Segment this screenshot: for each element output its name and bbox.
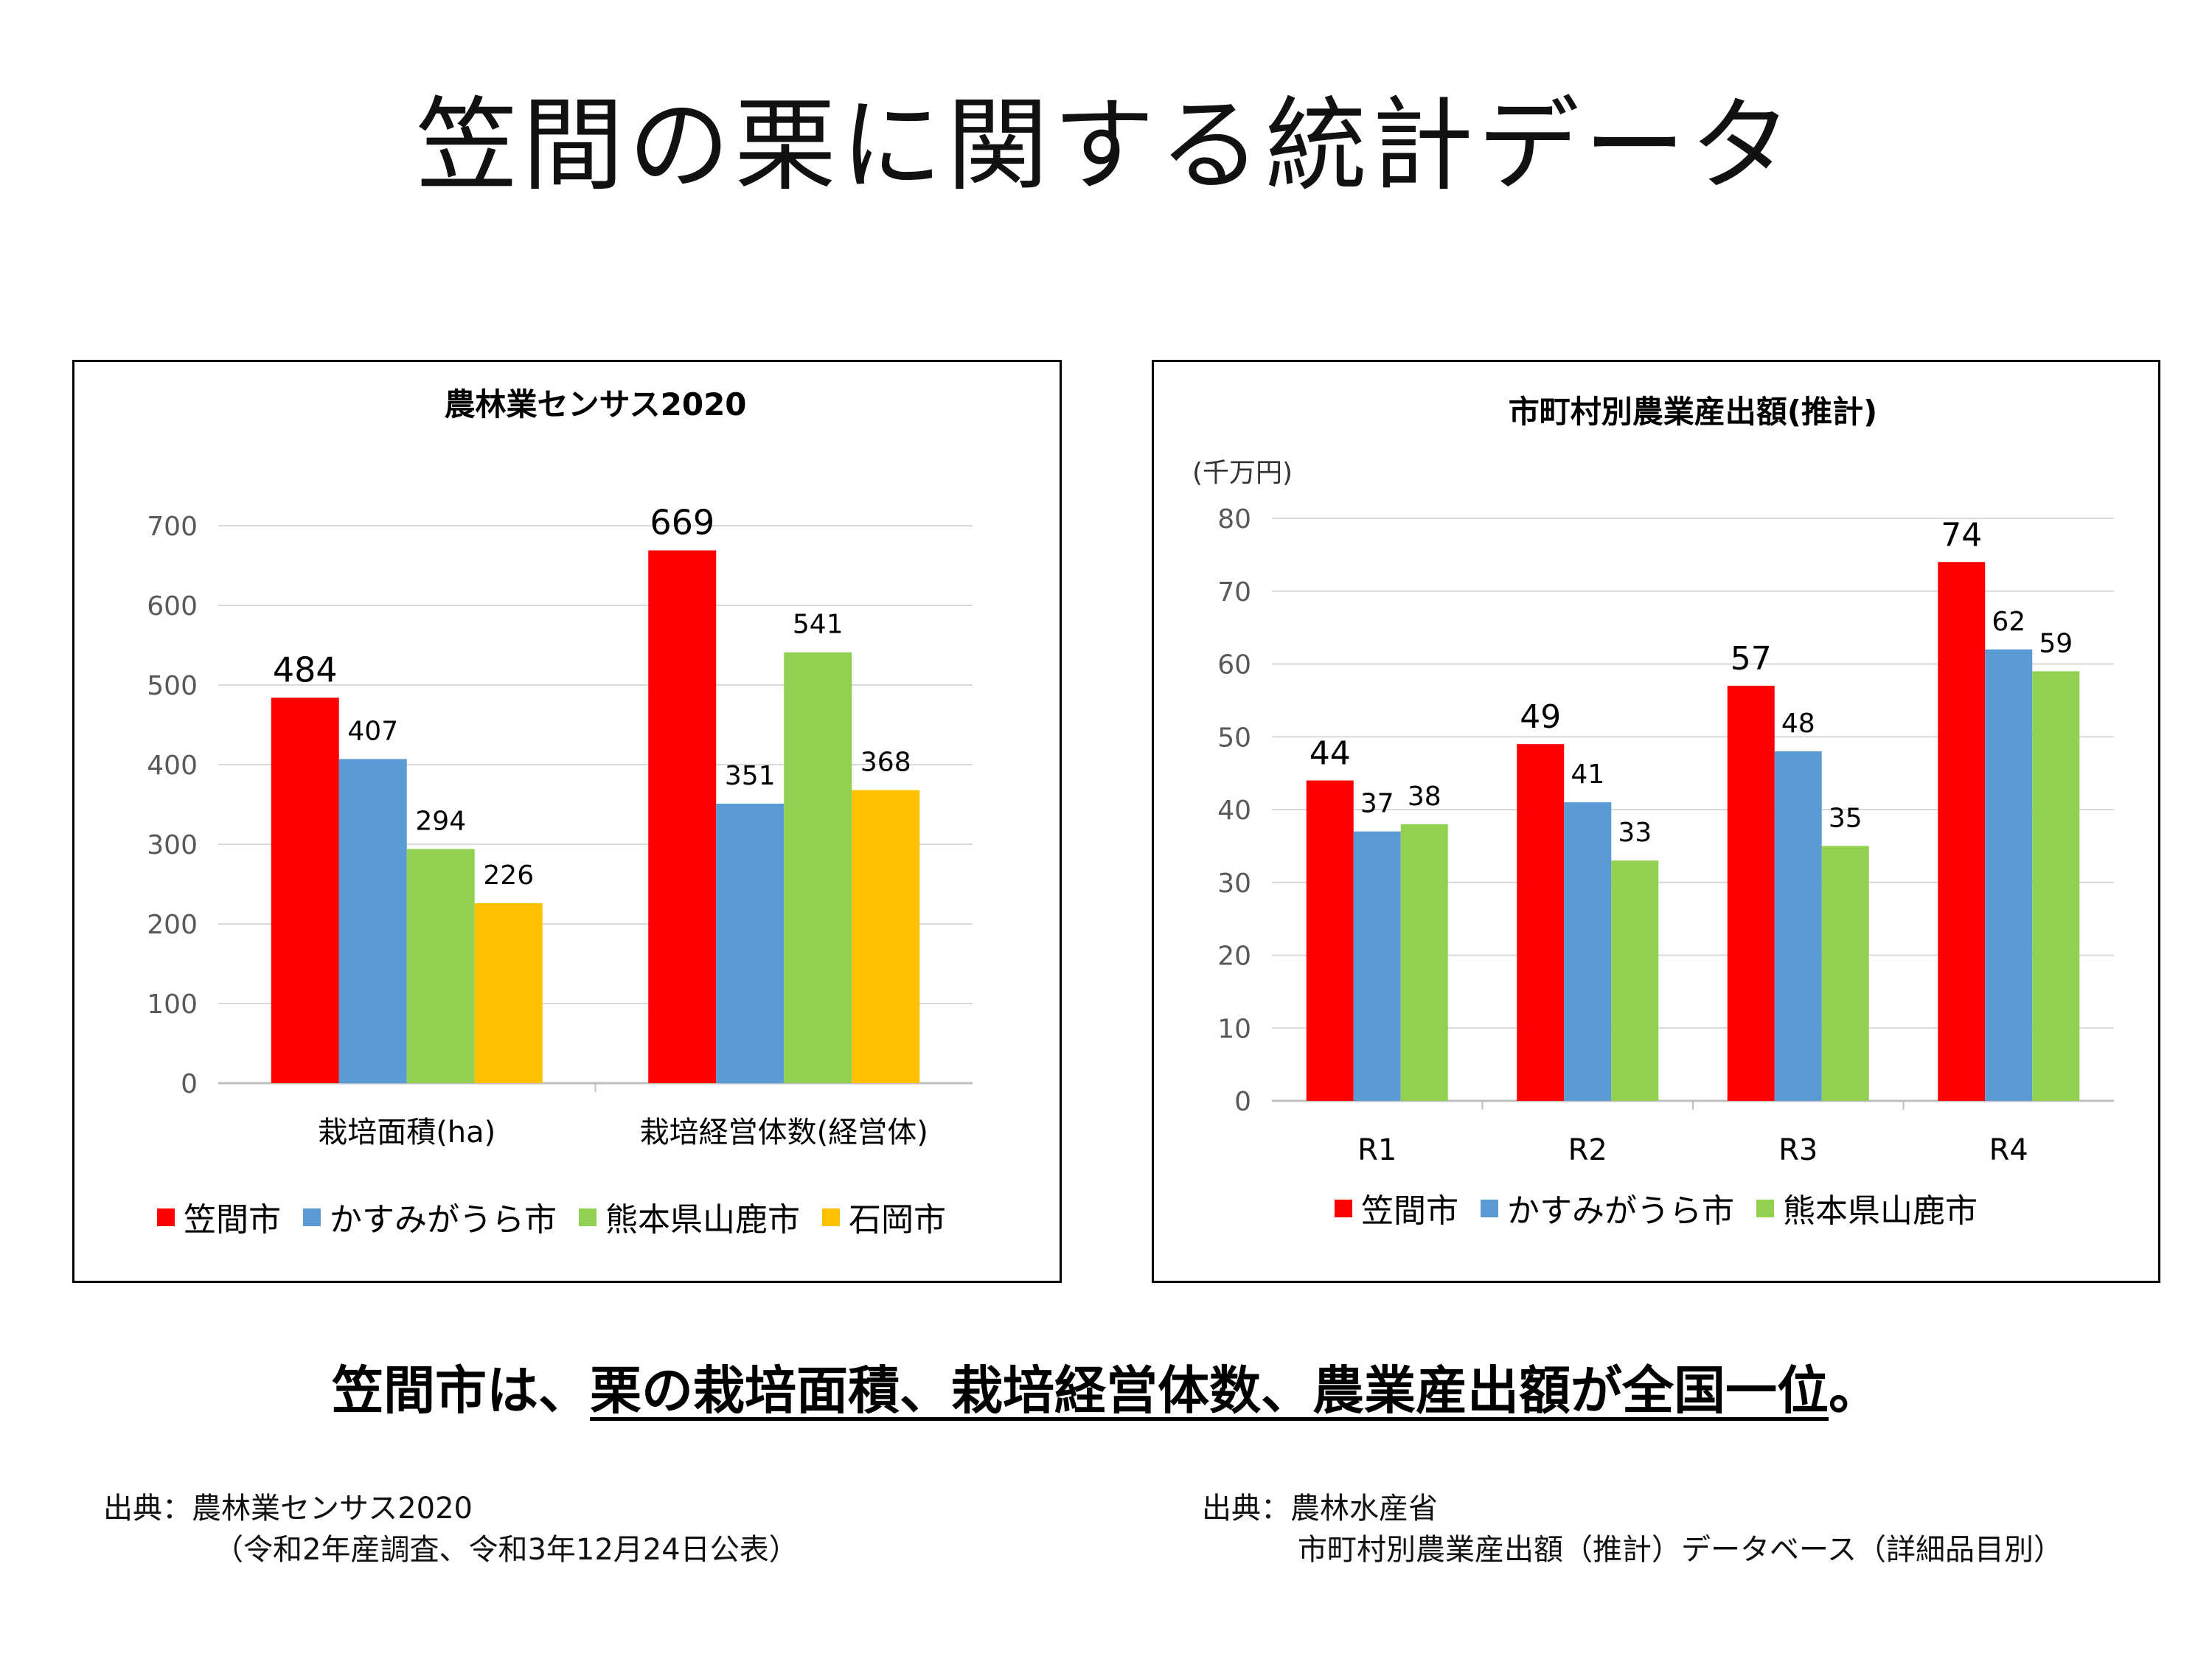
source-census-line2: （令和2年産調査、令和3年12月24日公表） [214,1533,799,1567]
page-title: 笠間の栗に関する統計データ [415,86,1796,205]
census-bar [406,849,475,1083]
output-x-tick-label: R3 [1778,1133,1818,1167]
census-bar [716,803,785,1083]
output-data-label: 37 [1360,789,1394,819]
output-data-label: 59 [2039,628,2073,658]
census-bar [338,759,407,1083]
output-legend-label: 笠間市 [1361,1192,1458,1230]
output-legend-label: 熊本県山鹿市 [1783,1192,1978,1230]
output-data-label: 57 [1731,640,1772,678]
census-legend-swatch [579,1208,597,1226]
census-data-label: 541 [793,610,844,640]
output-data-label: 48 [1781,709,1815,739]
census-y-tick-label: 600 [147,591,198,622]
output-y-tick-label: 50 [1217,723,1251,753]
census-bar [271,698,339,1083]
census-data-label: 368 [860,748,911,778]
output-bar [1727,686,1775,1101]
census-legend-label: 熊本県山鹿市 [605,1201,800,1239]
census-legend-label: 笠間市 [184,1201,281,1239]
source-census: 出典：農林業センサス2020 （令和2年産調査、令和3年12月24日公表） [103,1488,799,1571]
source-ministry: 出典：農林水産省 市町村別農業産出額（推計）データベース（詳細品目別） [1202,1488,2063,1571]
census-y-tick-label: 500 [147,671,198,701]
conclusion-prefix: 笠間市は、 [332,1360,590,1421]
output-bar [1306,780,1354,1101]
output-x-tick-label: R2 [1568,1133,1607,1167]
census-bar [852,790,920,1083]
output-data-label: 74 [1941,516,1982,554]
output-y-tick-label: 80 [1217,504,1251,535]
census-data-label: 351 [725,761,776,791]
census-x-tick-label: 栽培経営体数(経営体) [640,1116,928,1150]
output-y-tick-label: 30 [1217,869,1251,899]
output-data-label: 35 [1829,803,1863,833]
output-data-label: 41 [1571,759,1604,790]
output-chart-title: 市町村別農業産出額(推計) [1509,394,1877,430]
output-bar [1821,846,1869,1101]
source-census-line1: 出典：農林業センサス2020 [103,1492,473,1526]
output-bar [1985,649,2033,1101]
output-legend-swatch [1481,1200,1498,1217]
census-legend-label: 石岡市 [849,1201,946,1239]
census-chart-svg: 農林業センサス2020 0 100 200 300 400 500 600 700 484 407 2… [147,386,973,1239]
output-y-tick-label: 70 [1217,577,1251,608]
census-legend-swatch [157,1208,175,1226]
census-bar [474,902,543,1083]
output-y-tick-label: 20 [1217,942,1251,972]
census-y-tick-label: 400 [147,751,198,781]
output-data-label: 62 [1992,607,2025,637]
census-data-label: 407 [347,716,398,746]
output-bar [1938,562,1986,1101]
census-data-label: 669 [650,502,714,542]
source-ministry-line2: 市町村別農業産出額（推計）データベース（詳細品目別） [1298,1533,2063,1567]
output-x-tick-label: R1 [1357,1133,1397,1167]
census-x-tick-label: 栽培面積(ha) [318,1116,495,1150]
output-bar [1611,860,1659,1101]
census-data-label: 294 [415,806,466,836]
output-legend-swatch [1335,1200,1352,1217]
output-data-label: 38 [1408,782,1441,812]
output-chart: 市町村別農業産出額(推計) (千万円) 0 10 20 30 40 50 60 70 80 44 37 3… [1152,360,2160,1283]
census-data-label: 226 [483,860,534,891]
census-y-tick-label: 200 [147,910,198,940]
output-bar [1564,802,1612,1101]
source-ministry-line1: 出典：農林水産省 [1202,1492,1438,1526]
output-bar [1774,751,1822,1101]
output-legend-label: かすみがうら市 [1507,1192,1734,1230]
output-data-label: 44 [1310,735,1351,773]
output-legend-swatch [1756,1200,1774,1217]
census-data-label: 484 [273,650,338,689]
census-y-tick-label: 700 [147,512,198,542]
output-x-tick-label: R4 [1989,1133,2028,1167]
conclusion-suffix: 。 [1829,1360,1880,1421]
output-y-tick-label: 10 [1217,1014,1251,1044]
conclusion-text: 笠間市は、栗の栽培面積、栽培経営体数、農業産出額が全国一位。 [0,1349,2212,1424]
output-data-label: 33 [1618,818,1652,848]
census-bar [784,652,852,1083]
output-y-tick-label: 60 [1217,650,1251,681]
output-y-tick-label: 40 [1217,796,1251,826]
census-bar [648,550,717,1083]
census-chart: 農林業センサス2020 0 100 200 300 400 500 600 700 484 407 2… [72,360,1062,1283]
census-legend-swatch [822,1208,840,1226]
output-data-label: 49 [1520,698,1561,736]
output-bar [1517,744,1565,1101]
output-y-tick-label: 0 [1234,1087,1251,1117]
output-bar [1400,824,1448,1101]
census-legend-swatch [303,1208,321,1226]
census-y-tick-label: 300 [147,830,198,860]
census-chart-title: 農林業センサス2020 [444,386,746,422]
census-y-tick-label: 0 [181,1069,198,1099]
output-bar [1353,831,1401,1101]
conclusion-underlined: 栗の栽培面積、栽培経営体数、農業産出額が全国一位 [590,1360,1829,1421]
output-bar [2032,671,2080,1101]
census-legend-label: かすみがうら市 [330,1201,557,1239]
output-y-axis-label: (千万円) [1192,458,1293,488]
census-y-tick-label: 100 [147,990,198,1020]
output-chart-svg: 市町村別農業産出額(推計) (千万円) 0 10 20 30 40 50 60 70 80 44 37 3… [1192,394,2114,1230]
